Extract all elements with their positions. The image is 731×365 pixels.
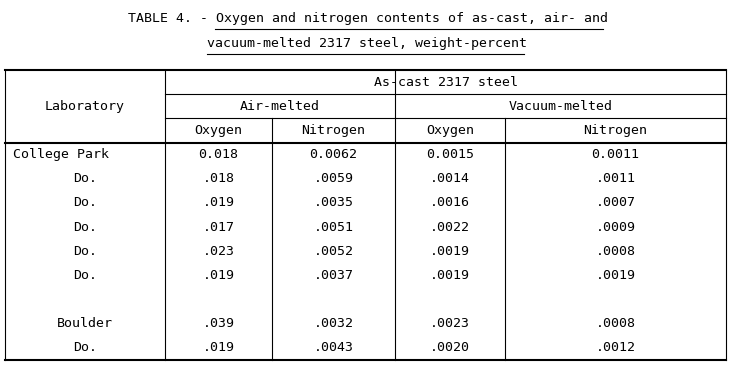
Text: vacuum-melted 2317 steel, weight-percent: vacuum-melted 2317 steel, weight-percent — [207, 37, 527, 50]
Text: .0019: .0019 — [430, 245, 470, 258]
Text: Do.: Do. — [73, 172, 97, 185]
Text: .0011: .0011 — [596, 172, 635, 185]
Text: .039: .039 — [202, 317, 235, 330]
Text: .0016: .0016 — [430, 196, 470, 210]
Text: College Park: College Park — [13, 148, 109, 161]
Text: .0019: .0019 — [596, 269, 635, 282]
Text: .0052: .0052 — [314, 245, 354, 258]
Text: .0009: .0009 — [596, 220, 635, 234]
Text: 0.0062: 0.0062 — [309, 148, 357, 161]
Text: .0043: .0043 — [314, 341, 354, 354]
Text: TABLE 4. - Oxygen and nitrogen contents of as-cast, air- and: TABLE 4. - Oxygen and nitrogen contents … — [128, 12, 608, 25]
Text: .019: .019 — [202, 269, 235, 282]
Text: .0012: .0012 — [596, 341, 635, 354]
Text: .0059: .0059 — [314, 172, 354, 185]
Text: .0051: .0051 — [314, 220, 354, 234]
Text: 0.0011: 0.0011 — [591, 148, 640, 161]
Text: Nitrogen: Nitrogen — [583, 124, 648, 137]
Text: Oxygen: Oxygen — [426, 124, 474, 137]
Text: Do.: Do. — [73, 245, 97, 258]
Text: .017: .017 — [202, 220, 235, 234]
Text: .0020: .0020 — [430, 341, 470, 354]
Text: Do.: Do. — [73, 341, 97, 354]
Text: Do.: Do. — [73, 269, 97, 282]
Text: Do.: Do. — [73, 196, 97, 210]
Text: .023: .023 — [202, 245, 235, 258]
Text: .019: .019 — [202, 196, 235, 210]
Text: Air-melted: Air-melted — [240, 100, 320, 113]
Text: .0007: .0007 — [596, 196, 635, 210]
Text: Oxygen: Oxygen — [194, 124, 243, 137]
Text: 0.0015: 0.0015 — [426, 148, 474, 161]
Text: Nitrogen: Nitrogen — [301, 124, 366, 137]
Text: .0022: .0022 — [430, 220, 470, 234]
Text: Do.: Do. — [73, 220, 97, 234]
Text: .019: .019 — [202, 341, 235, 354]
Text: Boulder: Boulder — [57, 317, 113, 330]
Text: .0014: .0014 — [430, 172, 470, 185]
Text: .0019: .0019 — [430, 269, 470, 282]
Text: Laboratory: Laboratory — [45, 100, 125, 113]
Text: 0.018: 0.018 — [199, 148, 238, 161]
Text: As-cast 2317 steel: As-cast 2317 steel — [374, 76, 518, 89]
Text: .0008: .0008 — [596, 317, 635, 330]
Text: .0008: .0008 — [596, 245, 635, 258]
Text: .0037: .0037 — [314, 269, 354, 282]
Text: .0032: .0032 — [314, 317, 354, 330]
Text: Vacuum-melted: Vacuum-melted — [509, 100, 613, 113]
Text: .018: .018 — [202, 172, 235, 185]
Text: .0023: .0023 — [430, 317, 470, 330]
Text: .0035: .0035 — [314, 196, 354, 210]
